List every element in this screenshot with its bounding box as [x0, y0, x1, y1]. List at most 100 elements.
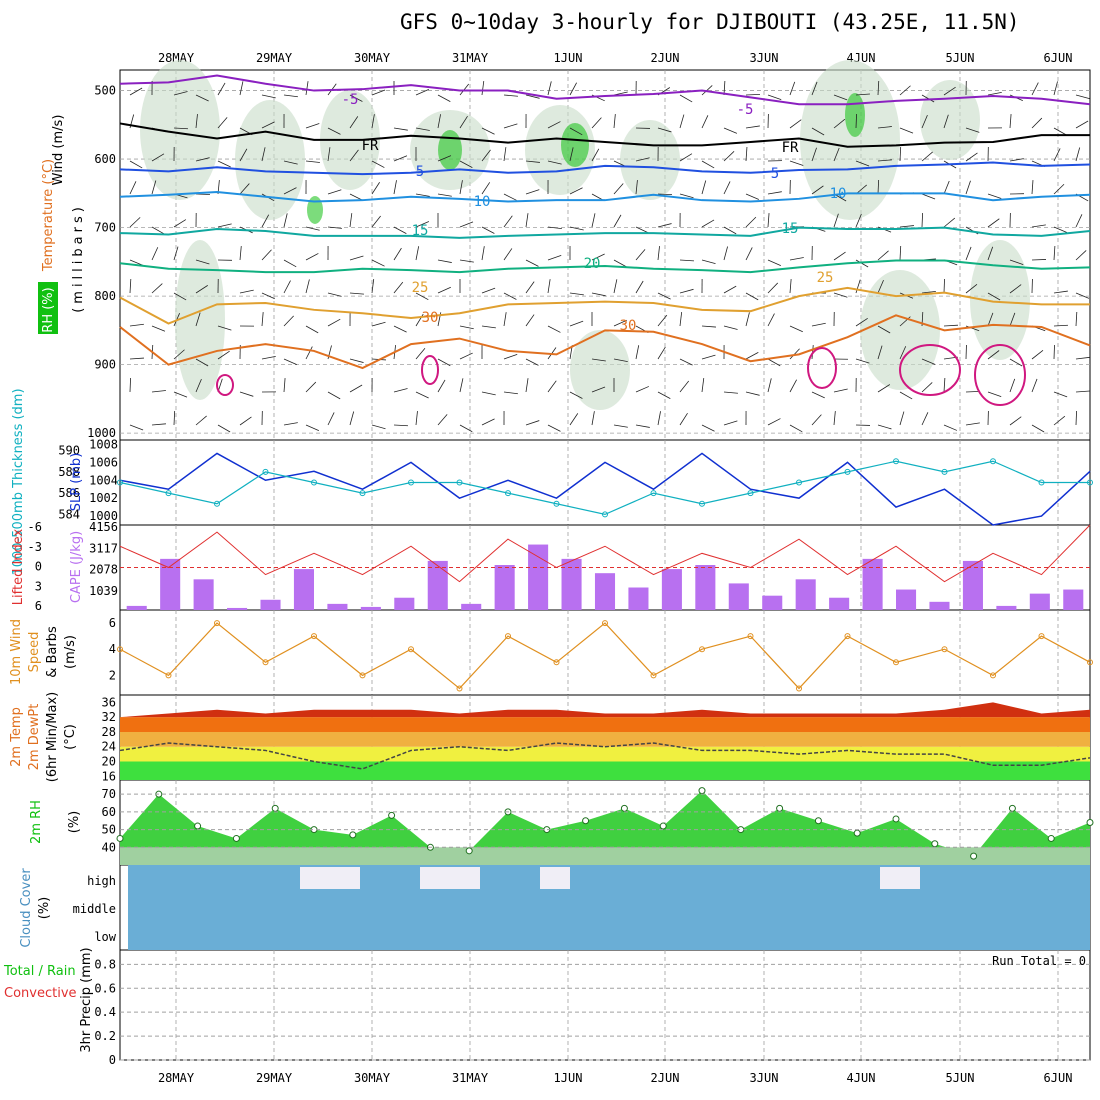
- wind-barb: [987, 246, 994, 261]
- wind-barb: [943, 278, 945, 294]
- wind-barb: [701, 378, 705, 393]
- wind-barb: [371, 424, 386, 430]
- wind-barb: [745, 93, 761, 96]
- wind-barb: [943, 424, 958, 431]
- run-total: Run Total = 0: [992, 954, 1086, 968]
- wind-barb: [789, 160, 804, 166]
- wind-barb: [283, 280, 291, 294]
- cloud-level-label: high: [87, 874, 116, 888]
- ylabel-wind10: & Barbs: [45, 626, 60, 678]
- wind-barb: [547, 279, 551, 294]
- wind-barb: [459, 259, 474, 263]
- wind-barb: [789, 348, 800, 360]
- pressure-tick: 500: [94, 84, 116, 98]
- wind-barb: [965, 391, 981, 393]
- date-label-top: 29MAY: [256, 51, 293, 65]
- wind-barb: [261, 94, 276, 99]
- cape-tick: 1039: [89, 584, 118, 598]
- wind-barb: [635, 386, 650, 393]
- wind-barb: [591, 117, 602, 129]
- wind-barb: [217, 424, 231, 433]
- ylabel-temp2m: (6hr Min/Max): [45, 692, 60, 782]
- wind-speed-point: [165, 672, 172, 679]
- wind-barb: [965, 180, 971, 195]
- wind-barb: [569, 127, 583, 136]
- wind-barb: [327, 127, 341, 135]
- wind-barb: [371, 321, 386, 327]
- wind-barb: [283, 213, 288, 228]
- wind-barb: [415, 246, 420, 261]
- dewpoint-line: [119, 742, 1091, 770]
- wind-barb: [217, 117, 228, 129]
- wind-barb: [503, 248, 513, 261]
- thickness-point: [1087, 479, 1093, 486]
- wind-barb: [327, 391, 341, 400]
- wind-barb: [283, 187, 297, 195]
- wind-barb: [767, 313, 775, 327]
- date-label-top: 31MAY: [452, 51, 489, 65]
- wind-barb: [833, 251, 846, 261]
- wind-barb: [723, 81, 726, 96]
- contour-label: 10: [474, 194, 491, 210]
- rh-shading: [920, 80, 980, 160]
- wind-barb: [525, 378, 529, 393]
- wind-barb: [943, 180, 950, 195]
- temp-contour-35: [421, 355, 439, 385]
- wind-barb: [723, 181, 731, 195]
- wind-barb: [1009, 114, 1012, 129]
- wind-barb: [393, 424, 409, 427]
- wind-barb: [921, 151, 933, 162]
- wind-barb: [877, 179, 880, 195]
- wind-barb: [679, 259, 694, 262]
- wind-barb: [877, 424, 892, 430]
- wind-barb: [525, 314, 535, 327]
- cape-bar: [327, 603, 348, 610]
- thickness-tick: 588: [58, 465, 80, 479]
- date-label-top: 2JUN: [651, 51, 680, 65]
- wind-barb: [393, 155, 408, 162]
- wind-barb: [481, 127, 495, 135]
- wind-barb: [701, 325, 716, 328]
- cape-bar: [929, 601, 950, 610]
- wind-speed-point: [650, 672, 657, 679]
- cape-bar: [628, 587, 649, 610]
- chart-title: GFS 0~10day 3-hourly for DJIBOUTI (43.25…: [400, 10, 1020, 34]
- wind-barb: [239, 391, 254, 397]
- ylabel-lifted-index: Lifted Index: [11, 528, 26, 605]
- wind-barb: [371, 114, 375, 129]
- ylabel-temperature: Temperature (°C): [41, 159, 56, 272]
- rh-point: [1008, 804, 1016, 812]
- temp-contour-35: [974, 344, 1026, 406]
- temp-band: [120, 717, 1090, 732]
- wind-barb: [503, 312, 507, 327]
- wind-barb: [811, 81, 818, 96]
- temp-contour-minus5: [119, 74, 1091, 106]
- ylabel-temp2m: 2m Temp: [9, 707, 24, 767]
- temp-contour-fr: [119, 122, 1090, 148]
- rh-shading: [175, 240, 225, 400]
- wind-barb: [767, 213, 770, 228]
- rh-point: [1047, 834, 1055, 842]
- wind-barb: [767, 418, 781, 426]
- wind-barb: [767, 191, 782, 195]
- wind-barb: [811, 127, 825, 136]
- wind-barb: [151, 226, 165, 235]
- wind-barb: [899, 391, 913, 400]
- wind-barb: [525, 160, 540, 163]
- wind-barb: [679, 94, 693, 103]
- wind-barb: [1009, 259, 1024, 265]
- rh-point: [970, 852, 978, 860]
- wind-barb: [349, 292, 364, 295]
- wind-barb: [591, 386, 606, 393]
- cape-bar: [193, 579, 214, 610]
- wind-barb: [349, 411, 355, 426]
- wind-speed-point: [1087, 659, 1093, 666]
- wind-barb: [1053, 290, 1068, 294]
- wind-speed-point: [214, 620, 220, 627]
- rh-shading: [570, 330, 630, 410]
- wind-barb: [437, 193, 452, 197]
- wind-barb: [811, 147, 817, 162]
- wind-barb: [723, 226, 737, 235]
- contour-label: 20: [584, 256, 601, 272]
- wind-barb: [195, 285, 208, 294]
